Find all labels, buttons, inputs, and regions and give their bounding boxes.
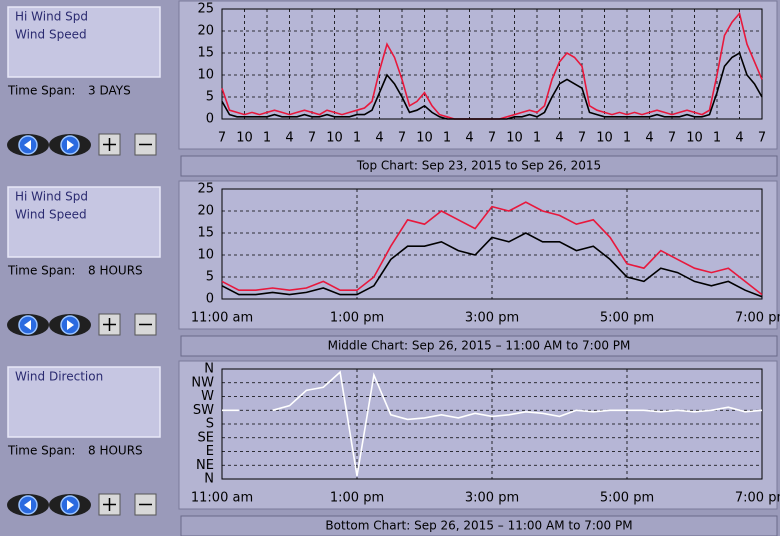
x-tick-label: 3:00 pm xyxy=(465,311,519,326)
legend-entry: Hi Wind Spd xyxy=(15,190,88,204)
x-tick-label: 1 xyxy=(533,131,541,146)
series-line xyxy=(221,232,763,298)
legend-entry: Hi Wind Spd xyxy=(15,10,88,24)
time-span-value: 3 DAYS xyxy=(88,84,131,98)
time-span-label: Time Span: xyxy=(7,444,75,458)
time-span-label: Time Span: xyxy=(7,264,75,278)
x-tick-label: 7 xyxy=(308,131,316,146)
y-tick-label: 10 xyxy=(197,248,214,263)
x-tick-label: 7 xyxy=(488,131,496,146)
y-tick-label: 25 xyxy=(197,2,214,17)
y-tick-label: N xyxy=(204,362,214,377)
arrow-icon xyxy=(67,140,74,150)
legend-box xyxy=(7,6,161,78)
plus-icon xyxy=(103,318,116,331)
x-tick-label: 10 xyxy=(596,131,613,146)
x-tick-label: 10 xyxy=(506,131,523,146)
arrow-icon xyxy=(67,320,74,330)
y-tick-label: SE xyxy=(198,430,214,445)
x-tick-label: 7 xyxy=(578,131,586,146)
x-tick-label: 7 xyxy=(758,131,766,146)
y-tick-label: E xyxy=(206,444,214,459)
time-span-value: 8 HOURS xyxy=(88,264,143,278)
legend-entry: Wind Speed xyxy=(15,28,87,42)
y-tick-label: 25 xyxy=(197,182,214,197)
x-tick-label: 4 xyxy=(735,131,743,146)
series-line xyxy=(221,51,763,120)
arrow-icon xyxy=(67,500,74,510)
chart-caption: Bottom Chart: Sep 26, 2015 – 11:00 AM to… xyxy=(325,519,632,533)
y-tick-label: NW xyxy=(191,375,214,390)
y-tick-label: 20 xyxy=(197,204,214,219)
y-tick-label: 20 xyxy=(197,24,214,39)
y-tick-label: 5 xyxy=(206,90,214,105)
arrow-icon xyxy=(24,500,31,510)
x-tick-label: 1 xyxy=(353,131,361,146)
time-span-label: Time Span: xyxy=(7,84,75,98)
caption-bar xyxy=(180,155,778,177)
y-tick-label: W xyxy=(201,389,214,404)
x-tick-label: 11:00 am xyxy=(191,491,253,506)
x-tick-label: 11:00 am xyxy=(191,311,253,326)
caption-bar xyxy=(180,335,778,357)
x-tick-label: 5:00 pm xyxy=(600,491,654,506)
y-tick-label: 15 xyxy=(197,226,214,241)
y-tick-label: 5 xyxy=(206,270,214,285)
x-tick-label: 1 xyxy=(443,131,451,146)
legend-entry: Wind Speed xyxy=(15,208,87,222)
x-tick-label: 10 xyxy=(416,131,433,146)
plus-icon xyxy=(103,138,116,151)
x-tick-label: 4 xyxy=(375,131,383,146)
y-tick-label: SW xyxy=(193,403,214,418)
legend-entry: Wind Direction xyxy=(15,370,103,384)
x-tick-label: 1 xyxy=(713,131,721,146)
x-tick-label: 4 xyxy=(555,131,563,146)
x-tick-label: 10 xyxy=(686,131,703,146)
plus-icon xyxy=(103,498,116,511)
time-span-value: 8 HOURS xyxy=(88,444,143,458)
x-tick-label: 4 xyxy=(645,131,653,146)
x-tick-label: 1:00 pm xyxy=(330,491,384,506)
x-tick-label: 1 xyxy=(263,131,271,146)
y-tick-label: 0 xyxy=(206,112,214,127)
caption-bar xyxy=(180,515,778,536)
arrow-icon xyxy=(24,320,31,330)
y-tick-label: 10 xyxy=(197,68,214,83)
arrow-icon xyxy=(24,140,31,150)
y-tick-label: 0 xyxy=(206,292,214,307)
y-tick-label: S xyxy=(206,417,214,432)
x-tick-label: 3:00 pm xyxy=(465,491,519,506)
x-tick-label: 7 xyxy=(398,131,406,146)
x-tick-label: 7 xyxy=(668,131,676,146)
chart-caption: Top Chart: Sep 23, 2015 to Sep 26, 2015 xyxy=(356,159,601,173)
legend-box xyxy=(7,366,161,438)
y-tick-label: N xyxy=(204,472,214,487)
x-tick-label: 10 xyxy=(236,131,253,146)
legend-box xyxy=(7,186,161,258)
x-tick-label: 5:00 pm xyxy=(600,311,654,326)
x-tick-label: 1 xyxy=(623,131,631,146)
x-tick-label: 7:00 pm xyxy=(735,491,780,506)
series-line xyxy=(221,201,763,296)
x-tick-label: 10 xyxy=(326,131,343,146)
y-tick-label: 15 xyxy=(197,46,214,61)
chart-caption: Middle Chart: Sep 26, 2015 – 11:00 AM to… xyxy=(328,339,631,353)
series-line xyxy=(222,370,763,477)
x-tick-label: 7:00 pm xyxy=(735,311,780,326)
x-tick-label: 1:00 pm xyxy=(330,311,384,326)
y-tick-label: NE xyxy=(196,458,214,473)
x-tick-label: 7 xyxy=(218,131,226,146)
x-tick-label: 4 xyxy=(285,131,293,146)
x-tick-label: 4 xyxy=(465,131,473,146)
